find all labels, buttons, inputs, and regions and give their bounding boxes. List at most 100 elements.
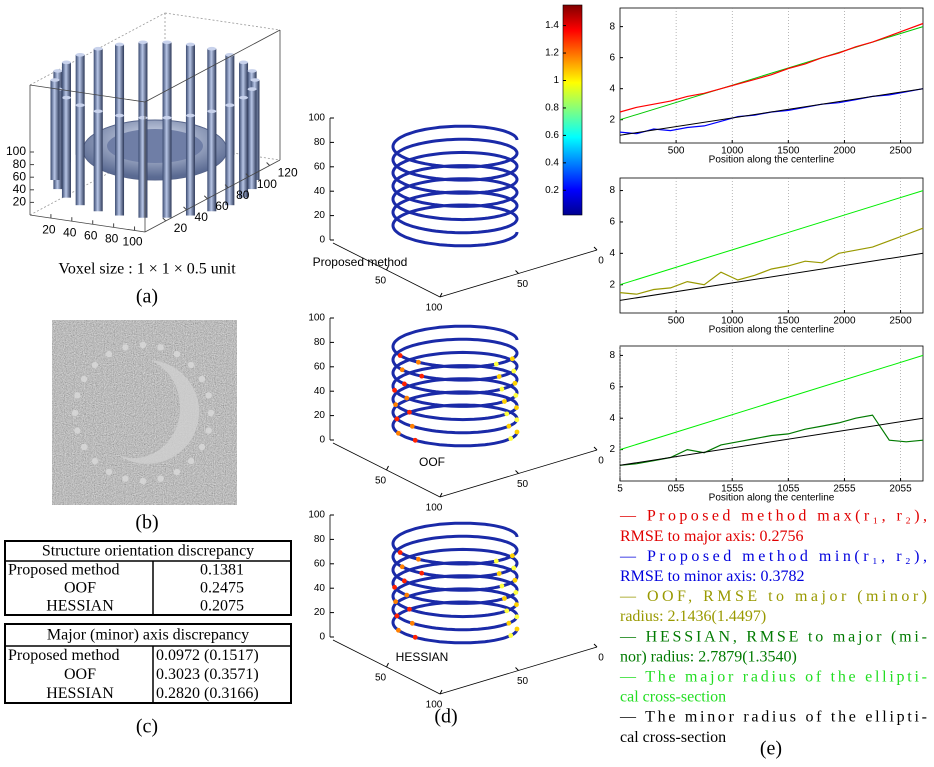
error-spot bbox=[496, 571, 502, 576]
plot-frame bbox=[619, 7, 924, 144]
vessel-cylinder bbox=[239, 97, 249, 198]
vessel-dot bbox=[74, 392, 81, 399]
y-tick-label: 4 bbox=[609, 83, 615, 94]
radius-line bbox=[619, 190, 924, 286]
vessel-dot bbox=[122, 344, 129, 351]
y-tick-label: 0 bbox=[598, 653, 604, 664]
vessel-dot bbox=[105, 468, 113, 476]
vessel-cap bbox=[250, 78, 260, 82]
z-tick-label: 0 bbox=[319, 235, 325, 246]
box-edge bbox=[144, 29, 281, 103]
x-tick bbox=[386, 465, 389, 471]
vessel-cylinder bbox=[225, 105, 235, 206]
vessel-cylinder bbox=[185, 115, 195, 216]
vessel-cylinder bbox=[185, 44, 195, 145]
vessel-dot bbox=[71, 409, 79, 417]
vessel-dot bbox=[80, 375, 88, 383]
x-tick-label: 055 bbox=[668, 484, 685, 495]
x-tick-label: 2000 bbox=[833, 146, 856, 157]
vessel-dot bbox=[80, 443, 88, 451]
x-tick-label: 80 bbox=[105, 232, 119, 246]
row-value: 0.2820 (0.3166) bbox=[156, 685, 259, 702]
error-spot bbox=[513, 393, 519, 398]
vessel-dot bbox=[173, 468, 181, 476]
helix bbox=[391, 324, 519, 448]
error-spot bbox=[412, 634, 418, 640]
box-edge bbox=[164, 12, 281, 31]
vessel-cylinder bbox=[247, 89, 257, 190]
vessel-cap bbox=[61, 60, 71, 65]
vessel-dot bbox=[91, 457, 99, 465]
vessel-cylinder bbox=[138, 117, 148, 218]
x-tick-label: 1500 bbox=[777, 146, 800, 157]
y-tick bbox=[593, 246, 598, 251]
error-spot bbox=[392, 387, 397, 393]
legend-text: cal cross-section bbox=[620, 689, 726, 706]
legend-text: — HESSIAN, RMSE to major (mi- bbox=[619, 628, 927, 645]
x-tick-label: 5 bbox=[617, 484, 623, 495]
caption: (b) bbox=[135, 512, 158, 534]
x-tick-label: 50 bbox=[375, 673, 387, 684]
vessel-cylinder bbox=[61, 97, 71, 198]
radius-line bbox=[619, 252, 924, 301]
vessel-dot bbox=[198, 443, 206, 451]
caption: (c) bbox=[136, 716, 158, 738]
vessel-dot bbox=[205, 392, 212, 399]
vessel-cap bbox=[207, 46, 217, 51]
x-tick-label: 1000 bbox=[721, 146, 744, 157]
vessel-cylinder bbox=[138, 42, 148, 143]
y-tick bbox=[203, 195, 208, 200]
y-tick bbox=[515, 667, 519, 671]
z-tick-label: 80 bbox=[314, 534, 326, 545]
x-tick-label: 100 bbox=[426, 303, 443, 314]
x-tick-label: 1500 bbox=[777, 316, 800, 327]
x-tick-label: 1555 bbox=[721, 484, 744, 495]
crescent bbox=[118, 360, 200, 464]
x-tick-label: 500 bbox=[668, 316, 685, 327]
z-tick-label: 60 bbox=[314, 161, 326, 172]
radius-line bbox=[619, 88, 924, 136]
caption: (d) bbox=[434, 706, 457, 728]
y-tick-label: 4 bbox=[609, 413, 615, 424]
x-tick bbox=[386, 265, 389, 271]
row-value: 0.1381 bbox=[200, 562, 244, 579]
vessel-cap bbox=[115, 42, 125, 47]
vessel-cap bbox=[93, 109, 103, 114]
vessel-dot bbox=[157, 475, 164, 482]
z-tick-label: 60 bbox=[13, 169, 27, 183]
error-spot bbox=[502, 399, 507, 404]
y-tick bbox=[183, 206, 187, 211]
z-tick-label: 20 bbox=[314, 410, 326, 421]
vessel-dot bbox=[157, 344, 164, 351]
legend-text: — Proposed method min(r₁, r₂), bbox=[619, 548, 927, 565]
z-tick-label: 80 bbox=[314, 137, 326, 148]
z-tick-label: 40 bbox=[314, 583, 326, 594]
method-label: OOF bbox=[419, 455, 445, 469]
z-tick-label: 60 bbox=[314, 558, 326, 569]
y-tick-label: 0 bbox=[598, 456, 604, 467]
x-tick-label: 100 bbox=[426, 700, 443, 711]
x-tick bbox=[439, 689, 443, 695]
legend-text: — The major radius of the ellipti- bbox=[619, 668, 927, 685]
error-spot bbox=[396, 430, 401, 436]
error-spot bbox=[396, 627, 401, 633]
vessel-dot bbox=[105, 350, 113, 358]
error-spot bbox=[407, 606, 412, 612]
y-tick-label: 8 bbox=[609, 350, 615, 361]
y-tick-label: 6 bbox=[609, 217, 615, 228]
y-tick-label: 80 bbox=[236, 188, 250, 202]
method-label: Proposed method bbox=[313, 255, 408, 269]
table-title: Structure orientation discrepancy bbox=[42, 543, 254, 560]
vessel-cylinder bbox=[207, 48, 217, 149]
vessel-dot bbox=[173, 350, 181, 358]
z-tick-label: 0 bbox=[319, 435, 325, 446]
vessel-cap bbox=[162, 115, 172, 120]
z-tick-label: 20 bbox=[13, 195, 27, 209]
row-label: HESSIAN bbox=[46, 685, 114, 702]
radius-line bbox=[619, 417, 924, 466]
vessel-cylinder bbox=[207, 111, 217, 212]
helix bbox=[391, 124, 519, 248]
z-tick-label: 80 bbox=[314, 337, 326, 348]
error-spot bbox=[404, 592, 410, 598]
table-title: Major (minor) axis discrepancy bbox=[47, 627, 249, 644]
